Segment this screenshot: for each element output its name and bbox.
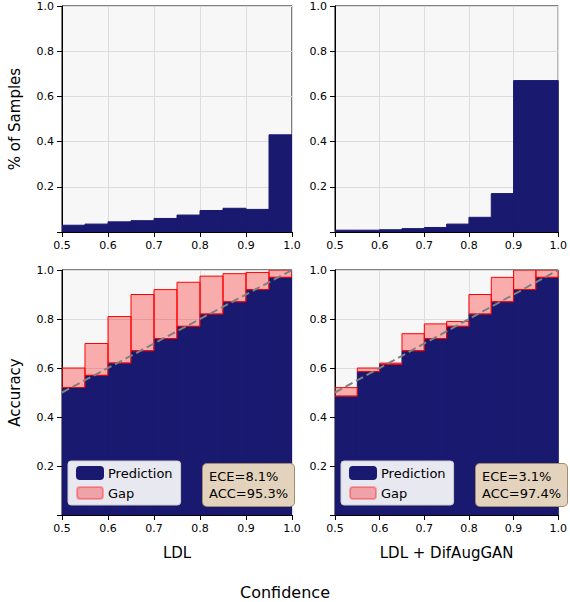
svg-text:0.7: 0.7 [416, 239, 434, 252]
svg-text:0.2: 0.2 [37, 460, 55, 473]
svg-text:0.8: 0.8 [310, 313, 328, 326]
svg-text:0.6: 0.6 [37, 362, 55, 375]
svg-text:% of Samples: % of Samples [6, 68, 24, 170]
svg-text:0.8: 0.8 [460, 239, 478, 252]
svg-text:0.6: 0.6 [37, 90, 55, 103]
svg-text:0.8: 0.8 [310, 45, 328, 58]
svg-text:0.8: 0.8 [191, 239, 209, 252]
svg-text:ACC=97.4%: ACC=97.4% [482, 486, 561, 501]
svg-text:0.2: 0.2 [310, 460, 328, 473]
svg-text:ECE=8.1%: ECE=8.1% [209, 469, 278, 484]
svg-text:0.9: 0.9 [505, 239, 523, 252]
svg-text:0.6: 0.6 [371, 522, 389, 535]
svg-text:0.9: 0.9 [505, 522, 523, 535]
svg-text:LDL + DifAugGAN: LDL + DifAugGAN [380, 544, 514, 562]
svg-text:Confidence: Confidence [240, 583, 330, 602]
svg-text:0.6: 0.6 [99, 239, 117, 252]
svg-text:0.7: 0.7 [145, 239, 163, 252]
svg-text:1.0: 1.0 [283, 239, 301, 252]
svg-text:1.0: 1.0 [37, 0, 55, 13]
svg-text:1.0: 1.0 [37, 264, 55, 277]
svg-text:0.9: 0.9 [237, 522, 255, 535]
svg-text:0.4: 0.4 [310, 135, 328, 148]
svg-text:1.0: 1.0 [310, 0, 328, 13]
svg-text:0.4: 0.4 [37, 411, 55, 424]
svg-text:0.6: 0.6 [99, 522, 117, 535]
svg-text:0.6: 0.6 [371, 239, 389, 252]
svg-text:0.5: 0.5 [326, 239, 344, 252]
svg-text:0.4: 0.4 [37, 135, 55, 148]
svg-text:0.5: 0.5 [53, 522, 71, 535]
svg-text:ECE=3.1%: ECE=3.1% [482, 469, 551, 484]
svg-text:ACC=95.3%: ACC=95.3% [209, 486, 288, 501]
svg-text:Accuracy: Accuracy [6, 358, 24, 427]
svg-text:0.6: 0.6 [310, 362, 328, 375]
svg-text:LDL: LDL [163, 544, 192, 562]
svg-text:0.2: 0.2 [37, 180, 55, 193]
svg-text:0.8: 0.8 [460, 522, 478, 535]
svg-text:0.2: 0.2 [310, 180, 328, 193]
svg-text:0.8: 0.8 [191, 522, 209, 535]
svg-text:0.5: 0.5 [326, 522, 344, 535]
svg-text:0.8: 0.8 [37, 313, 55, 326]
svg-text:0.5: 0.5 [53, 239, 71, 252]
svg-text:1.0: 1.0 [550, 239, 568, 252]
svg-text:0.4: 0.4 [310, 411, 328, 424]
svg-text:Gap: Gap [381, 486, 407, 501]
svg-text:0.9: 0.9 [237, 239, 255, 252]
svg-text:1.0: 1.0 [550, 522, 568, 535]
svg-text:Prediction: Prediction [381, 466, 446, 481]
svg-text:0.7: 0.7 [416, 522, 434, 535]
svg-text:0.7: 0.7 [145, 522, 163, 535]
svg-text:0.8: 0.8 [37, 45, 55, 58]
svg-text:1.0: 1.0 [310, 264, 328, 277]
svg-text:Gap: Gap [108, 486, 134, 501]
svg-text:0.6: 0.6 [310, 90, 328, 103]
svg-text:Prediction: Prediction [108, 466, 173, 481]
svg-text:1.0: 1.0 [283, 522, 301, 535]
